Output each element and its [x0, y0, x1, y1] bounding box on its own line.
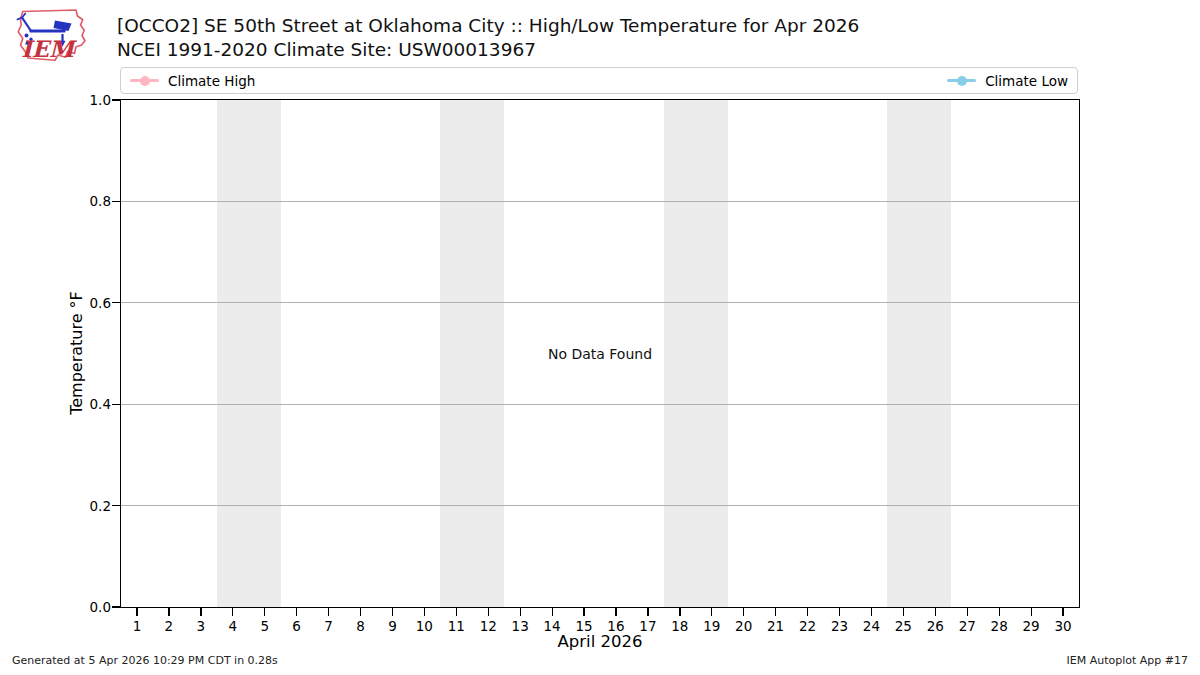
- app-credit: IEM Autoplot App #17: [1067, 654, 1189, 667]
- x-tick-label: 2: [165, 618, 174, 634]
- x-tick-mark: [136, 608, 137, 616]
- x-tick-label: 12: [480, 618, 497, 634]
- legend-entry-climate-high: Climate High: [130, 73, 255, 89]
- weekend-band: [440, 100, 504, 607]
- y-tick-mark: [112, 404, 120, 405]
- x-tick-mark: [520, 608, 521, 616]
- title-block: [OCCO2] SE 50th Street at Oklahoma City …: [117, 14, 859, 61]
- x-tick-mark: [328, 608, 329, 616]
- x-tick-label: 19: [703, 618, 720, 634]
- y-tick-label: 0.8: [67, 192, 111, 210]
- climate-low-marker-icon: [947, 79, 976, 82]
- x-tick-label: 22: [799, 618, 816, 634]
- x-tick-label: 6: [292, 618, 301, 634]
- x-tick-label: 20: [735, 618, 752, 634]
- y-tick-label: 0.2: [67, 497, 111, 515]
- y-tick-mark: [112, 302, 120, 303]
- iem-logo-text: IEM: [21, 36, 77, 62]
- x-axis-label: April 2026: [558, 632, 643, 651]
- x-tick-mark: [488, 608, 489, 616]
- legend: Climate High Climate Low: [120, 67, 1078, 94]
- x-tick-mark: [647, 608, 648, 616]
- x-tick-mark: [807, 608, 808, 616]
- y-tick-label: 1.0: [67, 91, 111, 109]
- x-tick-mark: [264, 608, 265, 616]
- x-tick-label: 27: [959, 618, 976, 634]
- x-tick-label: 11: [448, 618, 465, 634]
- x-tick-mark: [360, 608, 361, 616]
- x-tick-mark: [1062, 608, 1063, 616]
- gridline: [121, 201, 1079, 202]
- x-tick-label: 8: [356, 618, 365, 634]
- x-tick-label: 3: [197, 618, 206, 634]
- x-tick-label: 30: [1054, 618, 1071, 634]
- x-tick-label: 29: [1023, 618, 1040, 634]
- x-tick-mark: [871, 608, 872, 616]
- iem-logo: IEM: [10, 4, 88, 67]
- iem-logo-svg: IEM: [10, 4, 88, 67]
- climate-low-dot-icon: [957, 76, 967, 86]
- x-tick-mark: [200, 608, 201, 616]
- x-tick-label: 28: [991, 618, 1008, 634]
- y-tick-label: 0.0: [67, 598, 111, 616]
- legend-label-climate-low: Climate Low: [985, 73, 1068, 89]
- x-tick-mark: [903, 608, 904, 616]
- x-tick-label: 26: [927, 618, 944, 634]
- x-tick-mark: [424, 608, 425, 616]
- weekend-band: [664, 100, 728, 607]
- x-tick-mark: [232, 608, 233, 616]
- x-tick-label: 18: [671, 618, 688, 634]
- x-tick-mark: [679, 608, 680, 616]
- x-tick-mark: [392, 608, 393, 616]
- x-tick-label: 24: [863, 618, 880, 634]
- x-tick-mark: [967, 608, 968, 616]
- chart-title: [OCCO2] SE 50th Street at Oklahoma City …: [117, 14, 859, 38]
- x-tick-mark: [999, 608, 1000, 616]
- y-tick-mark: [112, 99, 120, 100]
- x-tick-mark: [296, 608, 297, 616]
- y-axis-label: Temperature °F: [67, 291, 86, 415]
- x-tick-mark: [583, 608, 584, 616]
- x-tick-label: 13: [512, 618, 529, 634]
- gridline: [121, 505, 1079, 506]
- generated-timestamp: Generated at 5 Apr 2026 10:29 PM CDT in …: [12, 654, 278, 667]
- y-tick-mark: [112, 606, 120, 607]
- x-tick-label: 21: [767, 618, 784, 634]
- x-tick-label: 7: [324, 618, 333, 634]
- x-tick-mark: [711, 608, 712, 616]
- legend-entry-climate-low: Climate Low: [947, 73, 1068, 89]
- climate-high-dot-icon: [140, 76, 150, 86]
- figure: IEM [OCCO2] SE 50th Street at Oklahoma C…: [0, 0, 1200, 675]
- x-tick-label: 25: [895, 618, 912, 634]
- gridline: [121, 404, 1079, 405]
- x-tick-label: 9: [388, 618, 397, 634]
- x-tick-mark: [775, 608, 776, 616]
- x-tick-mark: [615, 608, 616, 616]
- weekend-band: [887, 100, 951, 607]
- x-tick-label: 1: [133, 618, 142, 634]
- x-tick-mark: [743, 608, 744, 616]
- x-tick-mark: [839, 608, 840, 616]
- chart-subtitle: NCEI 1991-2020 Climate Site: USW00013967: [117, 38, 859, 62]
- legend-label-climate-high: Climate High: [168, 73, 255, 89]
- x-tick-label: 10: [416, 618, 433, 634]
- plot-area: No Data Found: [121, 100, 1079, 607]
- x-tick-mark: [935, 608, 936, 616]
- x-tick-mark: [168, 608, 169, 616]
- y-tick-mark: [112, 201, 120, 202]
- y-tick-mark: [112, 505, 120, 506]
- gridline: [121, 302, 1079, 303]
- weekend-band: [217, 100, 281, 607]
- x-tick-label: 5: [260, 618, 269, 634]
- climate-high-marker-icon: [130, 79, 159, 82]
- x-tick-label: 4: [228, 618, 237, 634]
- x-tick-mark: [1031, 608, 1032, 616]
- x-tick-label: 23: [831, 618, 848, 634]
- x-tick-mark: [456, 608, 457, 616]
- no-data-annotation: No Data Found: [548, 346, 652, 362]
- x-tick-mark: [552, 608, 553, 616]
